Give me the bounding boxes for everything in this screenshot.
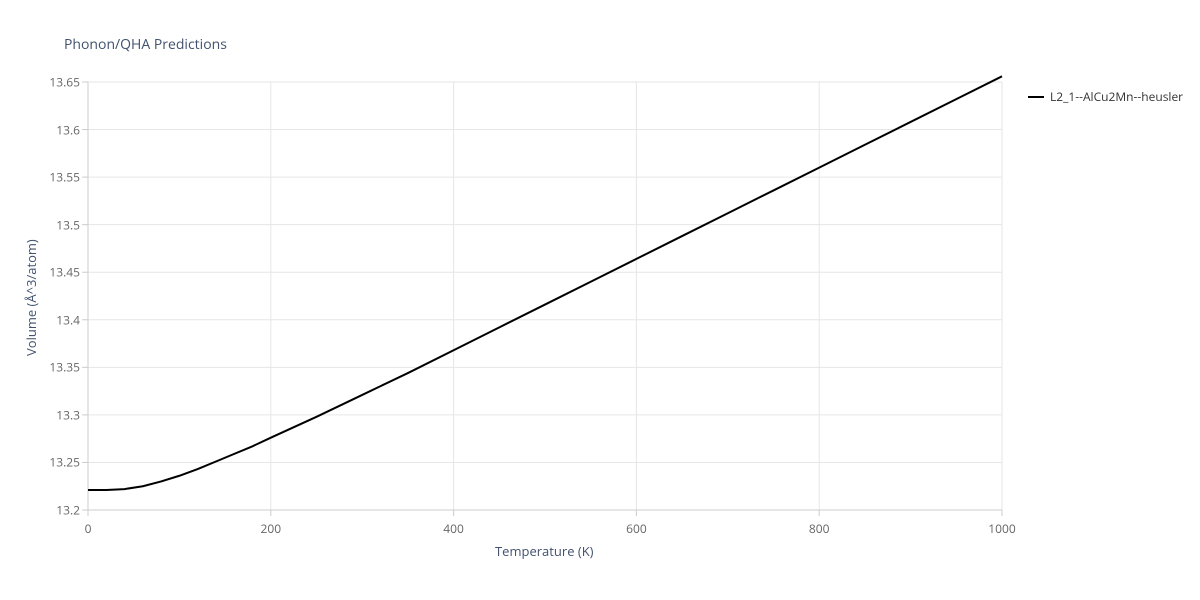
y-tick: 13.65 (40, 74, 80, 91)
x-tick: 600 (626, 520, 647, 537)
y-tick: 13.5 (40, 216, 80, 233)
x-tick: 200 (261, 520, 282, 537)
y-tick: 13.6 (40, 121, 80, 138)
y-tick: 13.35 (40, 359, 80, 376)
legend-swatch (1028, 96, 1044, 98)
y-tick: 13.45 (40, 264, 80, 281)
legend-item: L2_1--AlCu2Mn--heusler (1028, 88, 1183, 105)
chart-plot (0, 0, 1200, 600)
x-tick: 400 (443, 520, 464, 537)
y-tick: 13.2 (40, 502, 80, 519)
y-tick: 13.4 (40, 311, 80, 328)
x-tick: 800 (809, 520, 830, 537)
x-tick: 1000 (988, 520, 1015, 537)
y-tick: 13.55 (40, 169, 80, 186)
y-tick: 13.3 (40, 406, 80, 423)
y-tick: 13.25 (40, 454, 80, 471)
x-tick: 0 (85, 520, 92, 537)
legend-label: L2_1--AlCu2Mn--heusler (1050, 88, 1183, 105)
